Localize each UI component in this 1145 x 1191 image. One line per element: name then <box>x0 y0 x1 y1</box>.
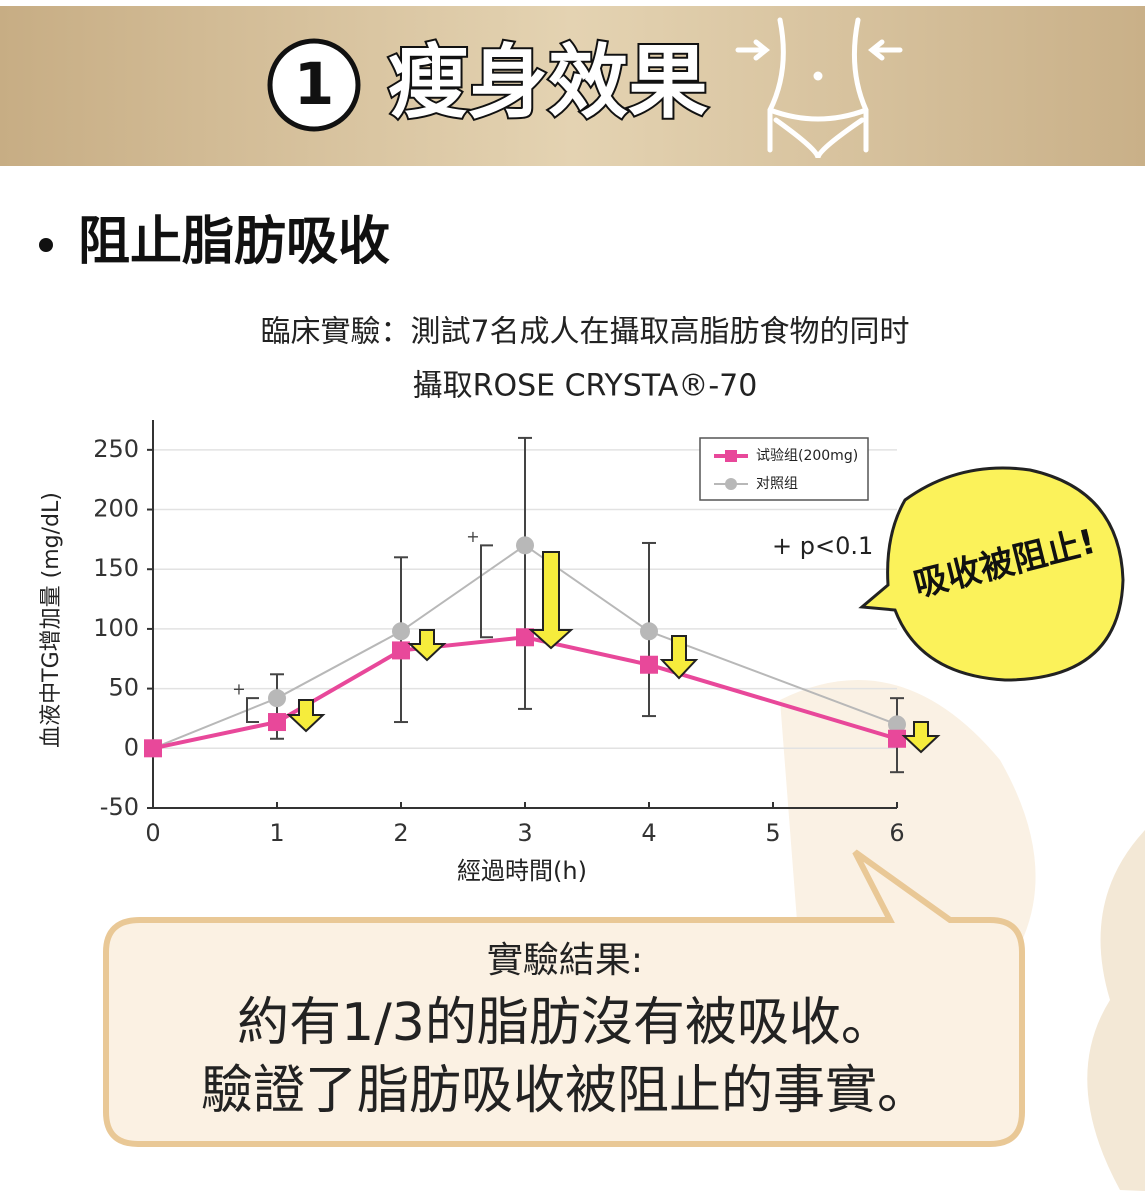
result-line: 驗證了脂肪吸收被阻止的事實。 <box>201 1061 929 1121</box>
y-tick-label: 250 <box>93 435 139 463</box>
waist-icon <box>735 17 903 159</box>
y-tick-label: 0 <box>124 733 139 761</box>
significance-bracket <box>246 697 259 724</box>
arrows <box>286 551 941 754</box>
y-axis-label: 血液中TG增加量 (mg/dL) <box>39 492 64 748</box>
point <box>640 655 658 674</box>
number-circle <box>267 38 361 132</box>
bullet <box>39 238 53 252</box>
y-tick-label: 200 <box>93 495 139 523</box>
significance-bracket <box>480 544 493 639</box>
point <box>268 713 286 732</box>
legend-label: 对照组 <box>756 476 798 492</box>
header-band <box>0 6 1145 166</box>
significance-mark: + <box>466 527 479 546</box>
point <box>516 536 534 555</box>
legend-box <box>699 437 869 501</box>
x-tick-label: 0 <box>145 819 160 847</box>
y-tick-label: -50 <box>100 793 139 821</box>
point <box>392 622 410 641</box>
background-shape <box>1087 830 1145 1191</box>
legend-label: 试验组(200mg) <box>756 448 858 464</box>
point <box>640 622 658 641</box>
x-tick-label: 5 <box>765 819 780 847</box>
point <box>888 715 906 734</box>
x-axis-label: 經過時間(h) <box>457 857 587 885</box>
y-tick-label: 50 <box>108 674 139 702</box>
chart-title: 臨床實驗：測試7名成人在攝取高脂肪食物的同时 <box>260 315 909 350</box>
point <box>888 729 906 748</box>
point <box>392 641 410 660</box>
point <box>144 739 162 758</box>
result-box: 實驗結果: 約有1/3的脂肪沒有被吸收。 驗證了脂肪吸收被阻止的事實。 <box>103 849 1025 1147</box>
legend-marker <box>725 450 737 462</box>
point <box>516 628 534 647</box>
point <box>268 689 286 708</box>
legend-marker <box>725 478 737 490</box>
x-tick-label: 1 <box>269 819 284 847</box>
result-line: 約有1/3的脂肪沒有被吸收。 <box>237 993 893 1053</box>
header-title: 瘦身效果 <box>388 36 708 129</box>
y-tick-label: 150 <box>93 554 139 582</box>
result-heading: 實驗結果: <box>487 940 643 981</box>
header-number: 1 <box>294 50 334 118</box>
x-tick-label: 6 <box>889 819 904 847</box>
series-line <box>152 635 898 751</box>
significance-note: + p<0.1 <box>772 532 873 560</box>
x-tick-label: 3 <box>517 819 532 847</box>
x-tick-label: 2 <box>393 819 408 847</box>
significance-mark: + <box>232 680 245 699</box>
series-line <box>152 544 898 750</box>
section-title: 阻止脂肪吸收 <box>78 212 390 272</box>
x-tick-label: 4 <box>641 819 656 847</box>
callout-bubble: 吸收被阻止! <box>858 466 1125 682</box>
chart-subtitle: 攝取ROSE CRYSTA®-70 <box>413 369 758 404</box>
y-tick-label: 100 <box>93 614 139 642</box>
